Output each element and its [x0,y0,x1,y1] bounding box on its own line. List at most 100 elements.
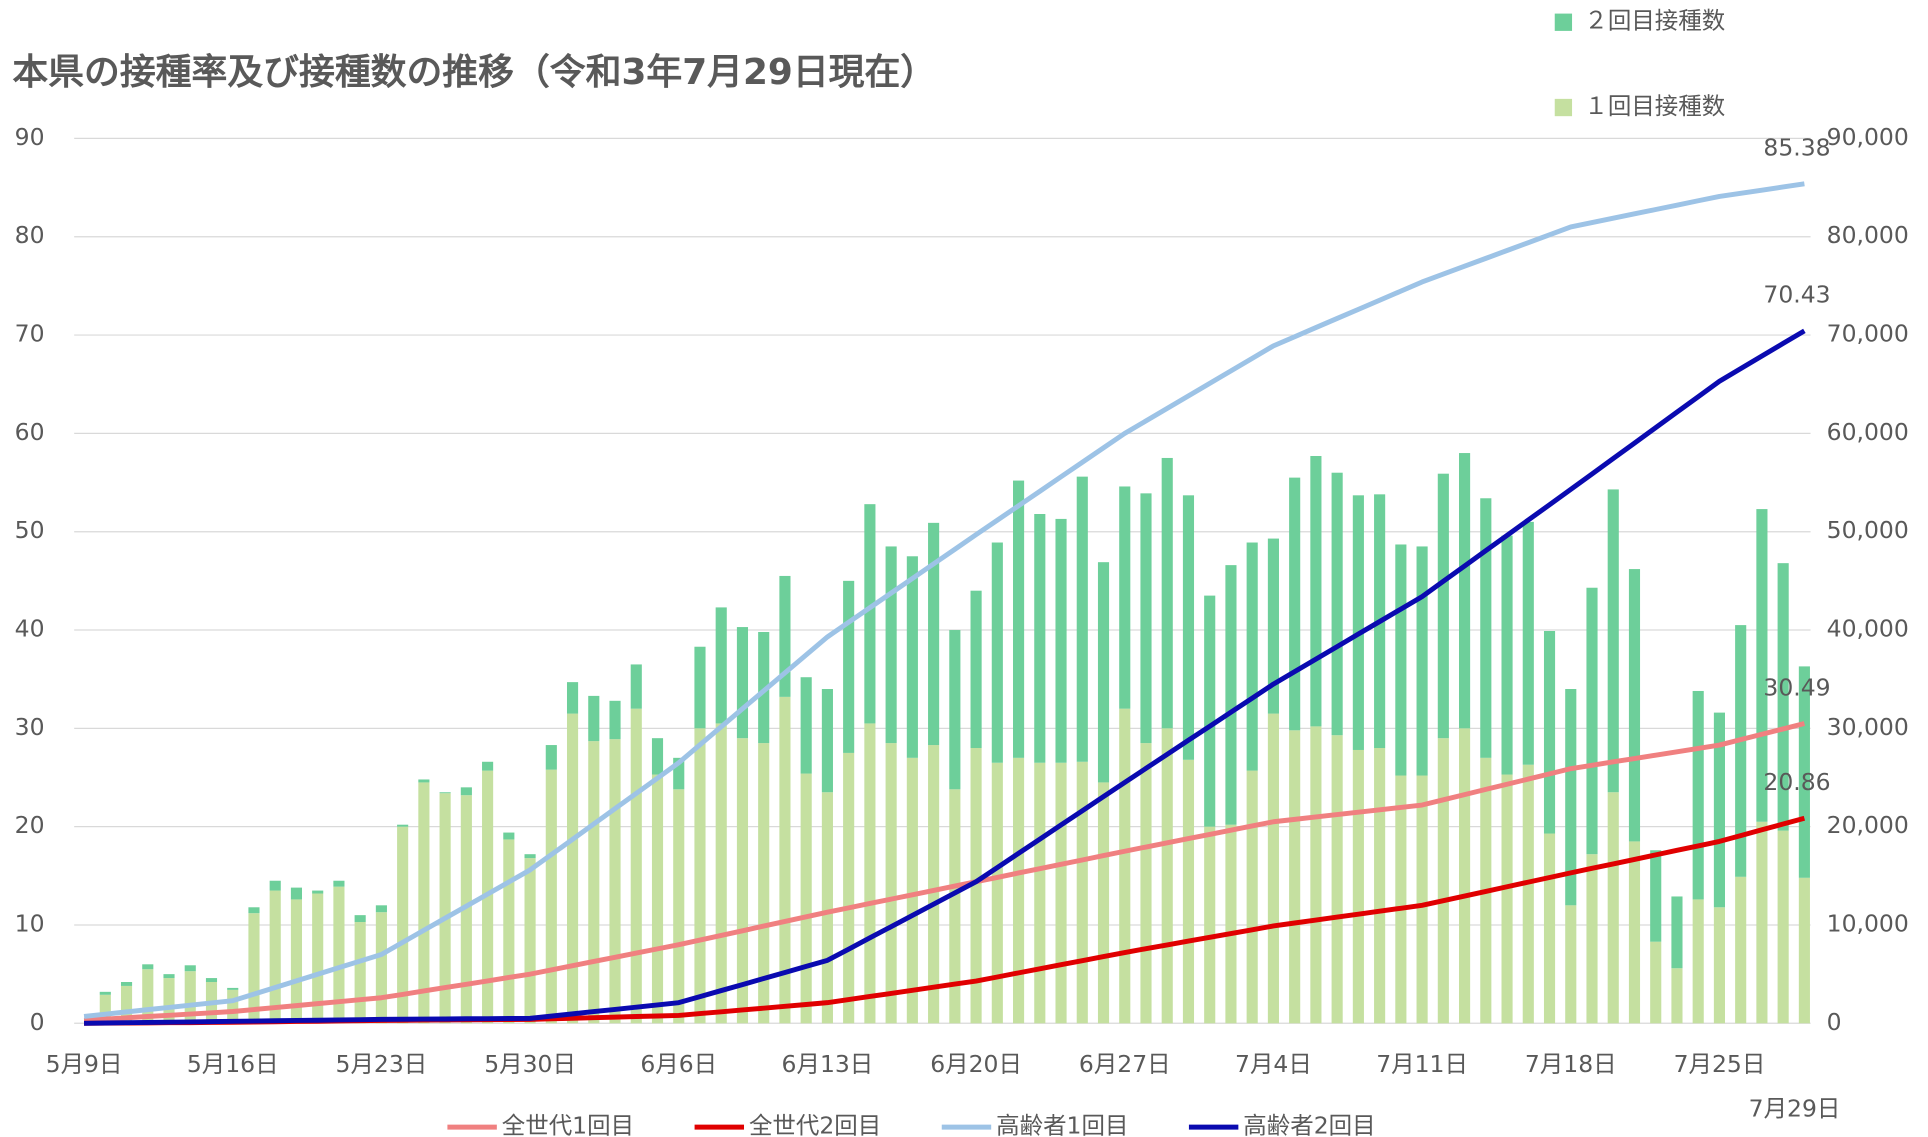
legend-swatch [1554,98,1573,117]
bar [1076,476,1088,762]
bar [1437,473,1449,739]
y-tick-label: 20 [15,811,45,839]
bar [1501,535,1513,775]
bar [333,886,345,1024]
bar [1713,712,1725,908]
x-tick-label: 7月29日 [1749,1094,1841,1122]
legend-swatch [1554,13,1573,31]
x-tick-label: 7月18日 [1525,1050,1617,1078]
bar [1480,498,1492,758]
bar [885,743,897,1024]
bar [503,832,515,840]
bar [248,907,260,914]
bar [1119,486,1131,709]
bar [864,723,876,1024]
bar [864,504,876,724]
bar [949,789,961,1024]
bar [1076,761,1088,1024]
x-tick-label: 6月27日 [1079,1050,1171,1078]
bar [312,890,324,894]
bar [418,782,430,1024]
line [84,328,1806,1026]
bar [290,899,303,1024]
bar [588,741,600,1024]
x-tick-label: 6月20日 [930,1050,1022,1078]
bar [694,728,706,1024]
bar [354,922,366,1024]
bar [1777,563,1789,831]
bar [800,773,812,1024]
x-tick-label: 6月13日 [782,1050,874,1078]
bar [524,858,536,1024]
legend-label: 全世代1回目 [502,1112,634,1137]
y2-tick-label: 20,000 [1827,811,1909,839]
bar [1692,690,1704,900]
bar [1607,792,1619,1024]
bar [1331,472,1343,736]
bar [120,985,133,1024]
bar [1628,841,1641,1024]
y2-tick-label: 10,000 [1827,909,1909,937]
bar [609,700,621,740]
y-tick-label: 90 [15,123,45,151]
bar [1395,544,1407,776]
bar [375,912,387,1024]
bar [1034,762,1046,1024]
bar [843,580,855,753]
bar [1416,775,1428,1024]
bar [991,542,1003,763]
x-tick-label: 7月25日 [1674,1050,1766,1078]
legend-label: １回目接種数 [1584,92,1725,120]
bar [630,708,642,1024]
bar [609,739,621,1024]
y-tick-label: 10 [15,909,45,937]
bar [1012,480,1025,758]
y-tick-label: 60 [15,418,45,446]
bar [715,607,727,724]
bar [1777,830,1789,1024]
bar [970,590,982,749]
bar [970,748,982,1024]
bar [673,757,685,790]
y2-tick-label: 70,000 [1827,320,1909,348]
bar [1012,757,1025,1024]
bar [1692,899,1704,1024]
bar [1543,833,1556,1024]
line [83,181,1805,1019]
bar [1097,562,1110,783]
x-tick-label: 5月9日 [46,1050,123,1078]
bar [1798,666,1810,878]
bar [736,738,749,1024]
bar [524,854,536,859]
bar [928,522,940,746]
bar [566,682,579,714]
legend-label: 全世代2回目 [749,1112,881,1137]
bar [269,890,281,1024]
bar [184,971,196,1024]
bar [1416,546,1428,776]
bar [545,769,557,1024]
bar [1522,521,1534,765]
y2-tick-label: 50,000 [1827,516,1909,544]
bar [779,575,791,697]
y-tick-label: 0 [30,1008,45,1036]
bar [779,696,791,1024]
bar [1671,896,1683,969]
bar [758,631,770,744]
bar [1267,538,1279,714]
bar [1182,495,1195,760]
bar [354,915,366,923]
bar [503,839,515,1024]
bar [290,887,303,900]
y2-tick-label: 0 [1827,1008,1842,1036]
bar [142,964,154,970]
bar [460,787,472,796]
bar [1352,749,1364,1024]
y2-tick-label: 80,000 [1827,221,1909,249]
bar [1565,689,1577,906]
bar [1437,738,1449,1024]
bar [397,824,409,827]
bar [1756,509,1768,822]
bar [1246,542,1258,771]
